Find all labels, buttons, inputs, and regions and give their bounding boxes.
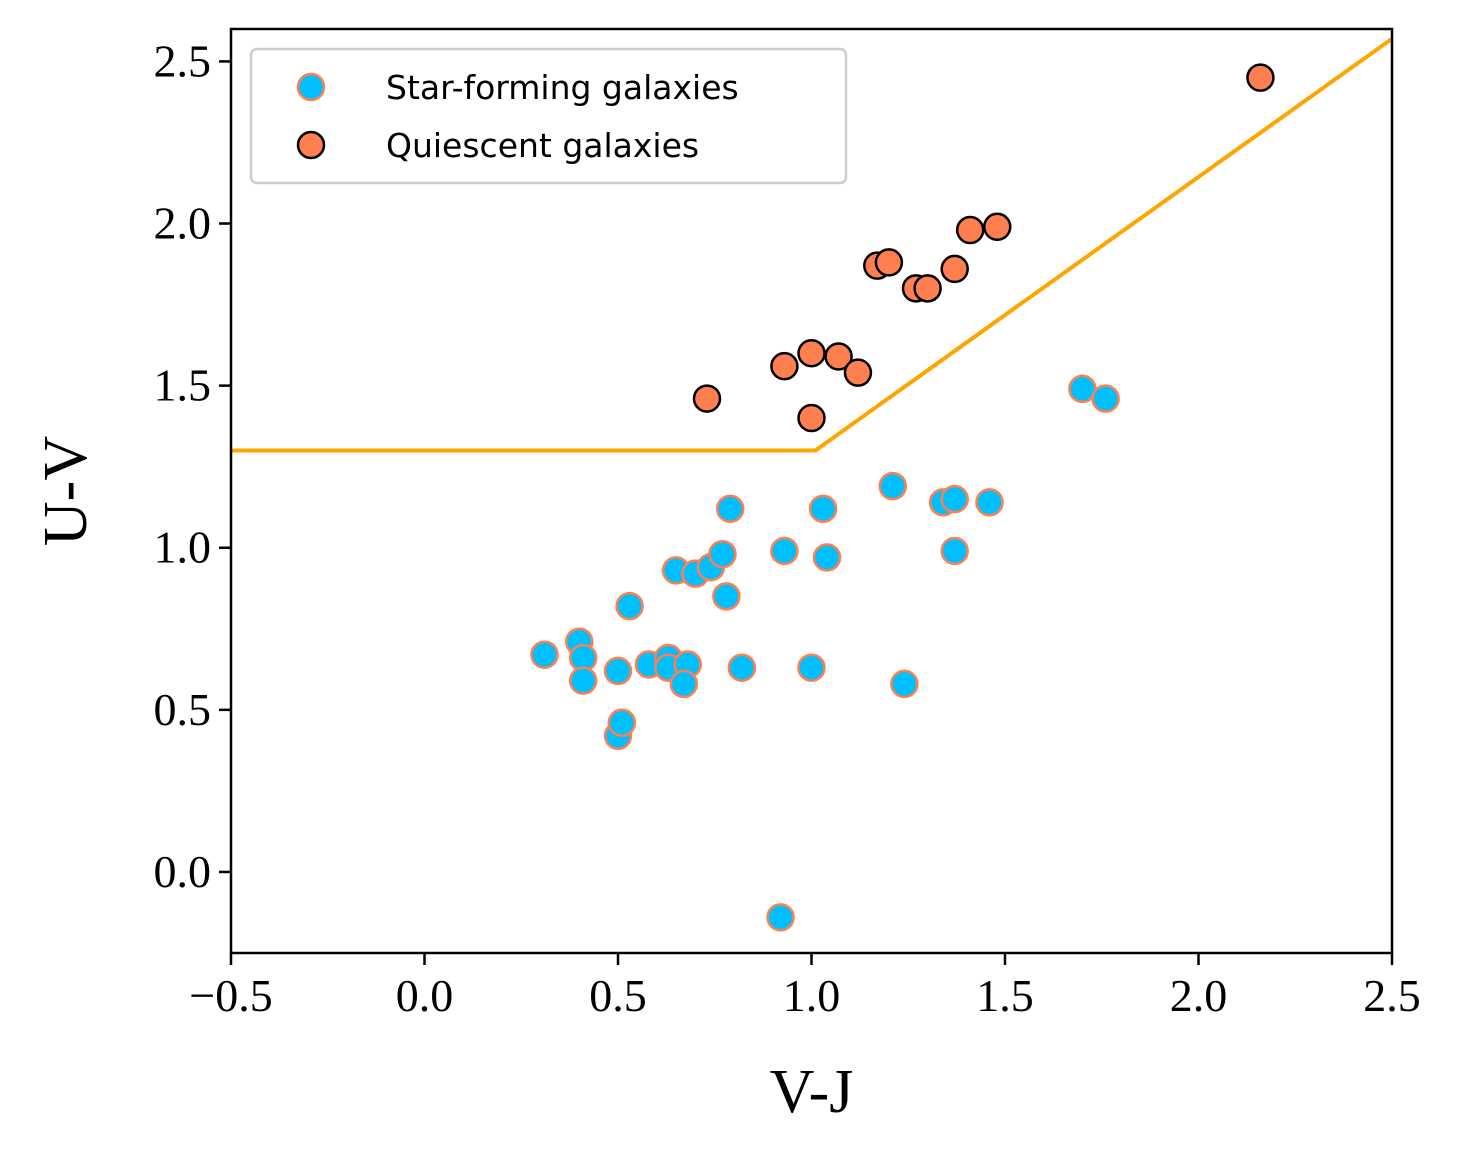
star-forming-point xyxy=(530,640,559,669)
star-forming-point xyxy=(727,653,757,682)
star-forming-point xyxy=(940,536,969,566)
quiescent-point xyxy=(874,248,904,277)
x-tick-label: 1.5 xyxy=(976,970,1034,1021)
quiescent-point xyxy=(797,403,826,433)
x-tick-label: 0.0 xyxy=(396,970,454,1021)
star-forming-point xyxy=(940,484,969,514)
quiescent-point xyxy=(843,358,873,387)
star-forming-point xyxy=(812,543,842,572)
star-forming-point xyxy=(975,488,1004,517)
x-tick-label: 0.5 xyxy=(589,970,647,1021)
quiescent-point xyxy=(770,351,799,381)
star-forming-point xyxy=(797,653,826,682)
star-forming-point xyxy=(615,591,644,621)
star-forming-point xyxy=(1091,384,1120,413)
legend-marker-star-forming xyxy=(296,72,326,102)
quiescent-point xyxy=(797,338,826,368)
y-tick-label: 1.5 xyxy=(154,360,212,411)
y-tick-label: 2.5 xyxy=(154,35,212,86)
quiescent-point xyxy=(913,274,942,303)
y-tick-label: 1.0 xyxy=(154,522,212,573)
series-star-forming xyxy=(530,374,1120,932)
quiescent-point xyxy=(955,215,985,245)
star-forming-point xyxy=(607,708,637,738)
legend-label-star-forming: Star-forming galaxies xyxy=(386,68,739,107)
y-axis-label: U-V xyxy=(32,436,100,546)
legend: Star-forming galaxies Quiescent galaxies xyxy=(249,47,848,185)
quiescent-point xyxy=(940,254,969,284)
x-tick-label: 2.0 xyxy=(1170,970,1228,1021)
star-forming-point xyxy=(708,539,737,569)
legend-marker-quiescent xyxy=(296,130,326,160)
star-forming-point xyxy=(878,471,908,501)
quiescent-point xyxy=(692,384,722,413)
series-quiescent xyxy=(692,63,1275,433)
x-tick-label: −0.5 xyxy=(189,970,272,1021)
star-forming-point xyxy=(603,656,633,686)
y-tick-label: 0.5 xyxy=(154,684,212,735)
quiescent-point xyxy=(983,212,1012,242)
star-forming-point xyxy=(890,669,919,699)
star-forming-point xyxy=(669,669,699,699)
uvj-boundary-line xyxy=(231,37,1392,453)
x-axis-label: V-J xyxy=(770,1058,854,1126)
star-forming-point xyxy=(766,903,795,932)
star-forming-point xyxy=(808,494,838,524)
y-tick-label: 0.0 xyxy=(154,846,212,897)
star-forming-point xyxy=(770,536,799,566)
y-tick-label: 2.0 xyxy=(154,198,212,249)
star-forming-point xyxy=(715,494,745,524)
star-forming-point xyxy=(568,666,598,695)
quiescent-point xyxy=(824,342,853,371)
legend-frame xyxy=(249,47,848,185)
x-tick-label: 2.5 xyxy=(1363,970,1421,1021)
quiescent-point xyxy=(1246,63,1275,92)
legend-label-quiescent: Quiescent galaxies xyxy=(386,126,699,165)
star-forming-point xyxy=(712,582,741,611)
x-tick-label: 1.0 xyxy=(783,970,841,1021)
